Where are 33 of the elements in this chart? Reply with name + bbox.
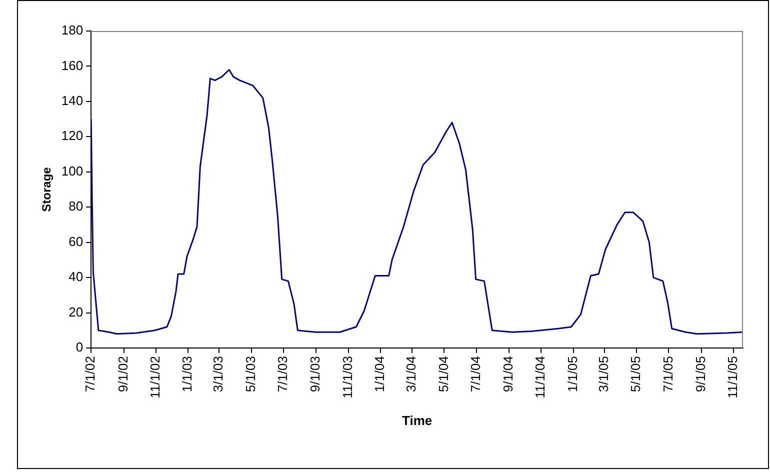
x-tick-label: 11/1/04 [532, 356, 548, 398]
y-tick-label: 0 [76, 340, 84, 355]
x-tick-label: 7/1/04 [468, 356, 483, 392]
x-tick-label: 7/1/03 [275, 356, 290, 392]
x-tick-label: 9/1/02 [115, 356, 130, 392]
x-tick-label: 3/1/04 [404, 356, 419, 392]
x-tick-label: 9/1/04 [500, 356, 516, 392]
y-tick-label: 120 [61, 128, 84, 144]
x-tick-label: 7/1/05 [660, 356, 676, 392]
y-tick-label: 40 [68, 269, 84, 284]
x-axis-title: Time [402, 412, 432, 428]
y-tick-label: 60 [68, 234, 84, 249]
x-tick-label: 3/1/05 [596, 356, 611, 392]
x-tick-label: 11/1/02 [147, 356, 162, 398]
y-tick-label: 160 [61, 58, 84, 73]
y-tick-label: 20 [68, 304, 84, 320]
x-tick-label: 1/1/05 [564, 356, 580, 392]
x-tick-label: 1/1/04 [372, 356, 387, 392]
x-tick-label: 9/1/03 [308, 356, 323, 392]
x-tick-label: 7/1/02 [82, 356, 98, 392]
x-tick-label: 5/1/04 [436, 356, 451, 392]
x-tick-label: 5/1/05 [628, 356, 644, 392]
x-tick-label: 11/1/05 [725, 356, 740, 398]
y-tick-label: 100 [61, 163, 84, 178]
x-tick-label: 11/1/03 [340, 356, 355, 398]
y-tick-label: 180 [61, 22, 84, 38]
x-tick-label: 3/1/03 [210, 356, 226, 392]
x-tick-label: 5/1/03 [242, 356, 258, 392]
y-tick-label: 140 [61, 93, 84, 108]
x-tick-label: 9/1/05 [692, 356, 708, 392]
y-tick-label: 80 [68, 198, 84, 214]
x-tick-label: 1/1/03 [180, 356, 195, 392]
y-axis-title: Storage [40, 166, 54, 212]
